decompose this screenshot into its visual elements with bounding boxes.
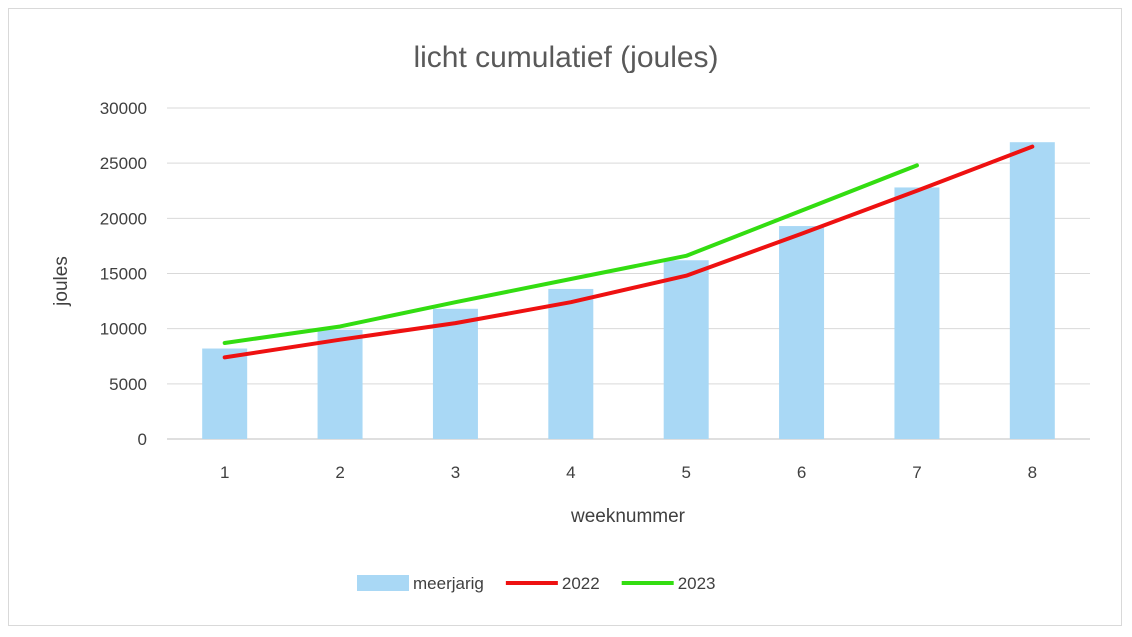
chart-svg: licht cumulatief (joules) 0 5000 10000 1500… (51, 41, 1090, 593)
x-tick-label: 3 (451, 463, 460, 482)
x-tick-label: 5 (681, 463, 690, 482)
legend-label-meerjarig: meerjarig (413, 574, 484, 593)
y-tick-label: 5000 (109, 375, 147, 394)
chart-container: licht cumulatief (joules) 0 5000 10000 1500… (8, 8, 1122, 626)
legend-label-2023: 2023 (678, 574, 716, 593)
legend-swatch-meerjarig (357, 575, 409, 591)
x-tick-label: 6 (797, 463, 806, 482)
y-tick-label: 0 (138, 430, 147, 449)
x-axis-ticks: 1 2 3 4 5 6 7 8 (220, 463, 1037, 482)
x-tick-label: 7 (912, 463, 921, 482)
gridlines (167, 107, 1090, 440)
x-tick-label: 4 (566, 463, 575, 482)
bar-meerjarig (202, 348, 248, 439)
bar-meerjarig (432, 308, 478, 439)
line-series (222, 144, 1035, 360)
y-tick-label: 25000 (100, 154, 147, 173)
chart-title: licht cumulatief (joules) (413, 41, 718, 74)
x-axis-title: weeknummer (570, 506, 686, 527)
legend-label-2022: 2022 (562, 574, 600, 593)
bar-meerjarig (779, 226, 825, 439)
bar-meerjarig (548, 288, 594, 439)
x-tick-label: 1 (220, 463, 229, 482)
y-tick-label: 20000 (100, 209, 147, 228)
line-series-2023 (222, 163, 919, 346)
line-series-2022 (222, 144, 1035, 360)
bar-meerjarig (317, 329, 363, 439)
bar-meerjarig (663, 260, 709, 439)
bar-meerjarig (1009, 142, 1055, 439)
bar-series (202, 142, 1055, 439)
bar-meerjarig (894, 187, 940, 439)
y-tick-label: 15000 (100, 265, 147, 284)
legend: meerjarig 2022 2023 (357, 574, 716, 593)
y-axis-title: joules (51, 256, 72, 307)
y-tick-label: 30000 (100, 99, 147, 118)
y-tick-label: 10000 (100, 320, 147, 339)
y-axis-ticks: 0 5000 10000 15000 20000 25000 30000 (100, 99, 147, 449)
x-tick-label: 2 (335, 463, 344, 482)
x-tick-label: 8 (1028, 463, 1037, 482)
